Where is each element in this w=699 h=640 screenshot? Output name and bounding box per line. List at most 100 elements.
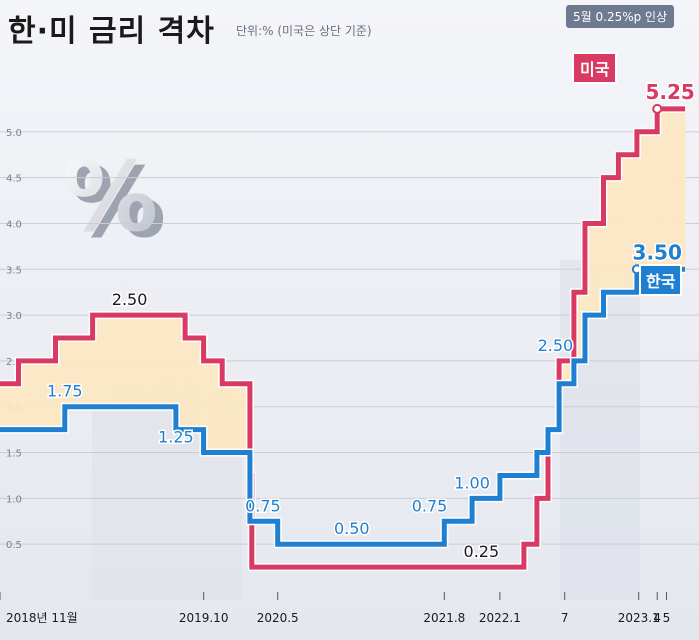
gap-fill — [145, 315, 147, 407]
gap-fill — [98, 315, 100, 407]
gap-fill — [142, 315, 144, 407]
gap-fill — [83, 338, 85, 407]
gap-fill — [109, 315, 111, 407]
gap-fill — [626, 154, 629, 293]
gap-fill — [655, 131, 657, 270]
gap-fill — [78, 338, 81, 407]
gap-fill — [170, 315, 172, 407]
gap-fill — [635, 154, 637, 293]
gap-fill — [38, 360, 41, 430]
gap-fill — [155, 315, 157, 407]
gap-fill — [62, 338, 64, 430]
gap-fill — [87, 338, 89, 407]
gap-fill — [118, 315, 120, 407]
gap-fill — [129, 315, 132, 407]
gap-fill — [0, 383, 2, 430]
gap-fill — [650, 131, 653, 270]
gap-fill — [104, 315, 107, 407]
gap-fill — [665, 108, 667, 270]
gap-fill — [18, 360, 20, 430]
gap-fill — [26, 360, 29, 430]
us-end-marker — [652, 103, 663, 114]
gap-fill — [200, 338, 203, 430]
gap-fill — [69, 338, 71, 407]
gap-fill — [12, 383, 14, 430]
gap-fill — [224, 383, 227, 453]
gap-fill — [96, 315, 98, 407]
gap-fill — [174, 315, 176, 407]
gap-fill — [238, 383, 241, 453]
gap-fill — [613, 177, 616, 293]
us-rate-line — [0, 106, 685, 570]
gap-fill — [179, 315, 182, 430]
gap-fill — [190, 338, 193, 430]
gap-fill — [7, 383, 9, 430]
gap-fill — [13, 383, 16, 430]
gap-fill — [135, 315, 137, 407]
gap-fill — [49, 360, 52, 430]
gap-fill — [218, 360, 220, 453]
gap-fill — [30, 360, 32, 430]
gap-fill — [621, 154, 623, 293]
gap-fill — [86, 338, 88, 407]
gap-fill — [668, 108, 670, 270]
gap-fill — [562, 360, 565, 384]
gap-fill — [671, 108, 673, 270]
gap-fill — [675, 108, 678, 270]
gap-fill — [17, 383, 20, 430]
gap-fill — [82, 338, 84, 407]
gap-fill — [639, 131, 642, 270]
gap-fill — [56, 338, 58, 430]
gap-fill — [199, 338, 201, 430]
gap-fill — [112, 315, 114, 407]
gap-fill — [108, 315, 110, 407]
gap-fill — [578, 292, 580, 361]
gap-fill — [75, 338, 78, 407]
gap-fill — [619, 154, 621, 293]
gap-fill — [57, 338, 59, 430]
gap-fill — [588, 223, 591, 316]
gap-fill — [674, 108, 677, 270]
gap-fill — [243, 383, 245, 453]
gap-fill — [95, 315, 97, 407]
gap-fill — [635, 154, 638, 293]
data-label: 2.50 — [112, 290, 148, 309]
gap-fill — [149, 315, 152, 407]
gap-fill — [198, 338, 200, 430]
gap-fill — [22, 360, 24, 430]
gap-fill — [91, 338, 94, 407]
gap-fill — [6, 383, 8, 430]
gap-fill — [660, 108, 662, 270]
gap-fill — [111, 315, 113, 407]
gap-fill — [620, 154, 622, 293]
gap-fill — [117, 315, 119, 407]
gap-fill — [115, 315, 118, 407]
gap-fill — [61, 338, 63, 430]
gap-fill — [197, 338, 199, 430]
gap-fill — [85, 338, 87, 407]
gap-fill — [94, 315, 96, 407]
gap-fill — [124, 315, 127, 407]
x-tick-label: 7 — [561, 611, 569, 625]
x-tick-label: 2019.10 — [179, 611, 229, 625]
gap-fill — [629, 154, 631, 293]
gap-fill — [189, 338, 192, 430]
gap-fill — [62, 338, 65, 430]
gap-fill — [221, 360, 223, 453]
gap-fill — [154, 315, 157, 407]
gap-fill — [229, 383, 231, 453]
gap-fill — [638, 131, 641, 270]
gap-fill — [88, 338, 91, 407]
gap-fill — [590, 223, 593, 316]
gap-fill — [127, 315, 130, 407]
gap-fill — [603, 177, 605, 293]
gap-fill — [113, 315, 116, 407]
gap-fill — [181, 315, 183, 430]
gap-fill — [598, 223, 601, 316]
gap-fill — [74, 338, 77, 407]
gap-fill — [63, 338, 66, 430]
gap-fill — [72, 338, 74, 407]
gap-fill — [222, 383, 224, 453]
gap-fill — [125, 315, 128, 407]
